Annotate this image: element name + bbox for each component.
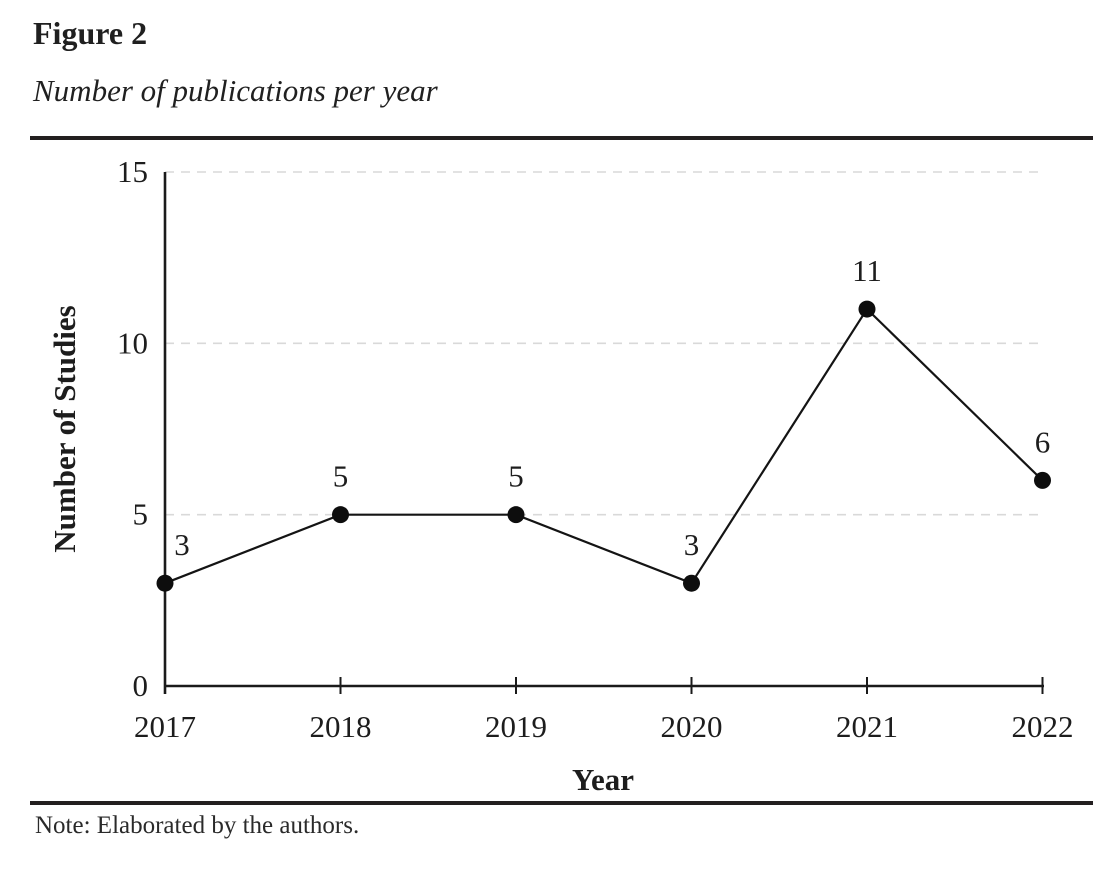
data-point-label: 5: [508, 459, 524, 494]
figure-caption: Number of publications per year: [33, 73, 438, 108]
data-point-label: 3: [684, 527, 700, 562]
x-tick-label: 2021: [836, 709, 898, 744]
figure-label: Figure 2: [33, 15, 148, 51]
y-tick-label: 15: [117, 154, 148, 189]
data-point-label: 3: [174, 527, 190, 562]
data-point-label: 5: [333, 459, 349, 494]
y-tick-label: 0: [133, 668, 149, 703]
x-tick-label: 2017: [134, 709, 196, 744]
data-point-marker: [156, 574, 174, 592]
data-point-marker: [858, 300, 876, 318]
x-tick-label: 2019: [485, 709, 547, 744]
data-point-marker: [683, 574, 700, 592]
y-tick-label: 5: [133, 497, 149, 532]
bottom-rule: [30, 801, 1093, 805]
data-point-label: 11: [852, 253, 882, 288]
data-point-label: 6: [1035, 424, 1051, 459]
top-rule: [30, 136, 1093, 140]
y-tick-label: 10: [117, 325, 148, 360]
y-axis-title: Number of Studies: [47, 305, 82, 552]
x-tick-label: 2022: [1012, 709, 1074, 744]
data-series-line: [164, 307, 1044, 585]
figure-note: Note: Elaborated by the authors.: [35, 812, 360, 839]
x-tick-label: 2020: [661, 709, 723, 744]
x-tick-label: 2018: [310, 709, 372, 744]
data-point-marker: [332, 506, 349, 524]
data-point-marker: [1034, 471, 1051, 489]
x-axis-title: Year: [572, 762, 634, 797]
data-point-marker: [507, 506, 525, 524]
